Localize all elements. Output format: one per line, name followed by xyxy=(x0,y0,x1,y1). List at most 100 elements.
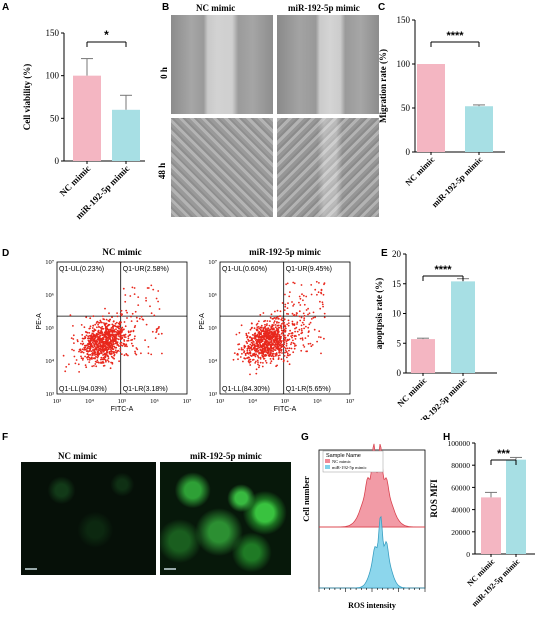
event-dot xyxy=(93,344,96,347)
event-dot xyxy=(277,327,280,329)
event-dot xyxy=(91,327,94,329)
event-dot xyxy=(98,326,100,328)
event-dot xyxy=(97,333,100,336)
y-tick-label: 10⁶ xyxy=(208,292,217,299)
significance-stars: * xyxy=(104,28,109,42)
event-dot xyxy=(263,357,266,360)
event-dot xyxy=(265,341,267,343)
event-dot xyxy=(283,318,286,321)
panel-label-g: G xyxy=(301,432,309,443)
event-dot xyxy=(109,318,111,321)
event-dot xyxy=(150,284,153,287)
event-dot xyxy=(258,366,260,369)
event-dot xyxy=(268,343,271,346)
event-dot xyxy=(132,330,135,333)
event-dot xyxy=(138,317,141,320)
event-dot xyxy=(273,328,275,331)
event-dot xyxy=(272,343,275,346)
event-dot xyxy=(312,311,315,314)
event-dot xyxy=(273,332,276,335)
panel-b-col-mir: miR-192-5p mimic xyxy=(288,3,360,13)
event-dot xyxy=(262,352,264,355)
event-dot xyxy=(72,338,75,340)
legend-swatch-nc xyxy=(325,459,330,463)
event-dot xyxy=(118,330,121,333)
event-dot xyxy=(300,324,303,327)
event-dot xyxy=(134,350,136,353)
event-dot xyxy=(295,344,297,347)
y-tick-label: 100 xyxy=(397,59,411,69)
x-tick-label: 10⁷ xyxy=(183,398,192,405)
event-dot xyxy=(84,355,86,358)
event-dot xyxy=(105,338,107,340)
event-dot xyxy=(273,322,275,324)
event-dot xyxy=(88,350,90,352)
event-dot xyxy=(127,330,130,333)
event-dot xyxy=(125,353,128,355)
event-dot xyxy=(314,316,316,319)
event-dot xyxy=(89,353,92,356)
event-dot xyxy=(135,353,138,356)
event-dot xyxy=(105,330,108,333)
event-dot xyxy=(81,337,84,340)
event-dot xyxy=(298,295,301,298)
y-tick-label: 10³ xyxy=(46,391,55,398)
event-dot xyxy=(264,335,267,338)
event-dot xyxy=(124,333,127,336)
event-dot xyxy=(260,324,263,327)
event-dot xyxy=(114,333,116,336)
event-dot xyxy=(116,343,119,345)
event-dot xyxy=(155,331,158,333)
event-dot xyxy=(301,337,304,340)
event-dot xyxy=(105,347,108,349)
event-dot xyxy=(266,329,269,331)
event-dot xyxy=(125,309,128,312)
event-dot xyxy=(123,354,126,357)
event-dot xyxy=(105,329,108,331)
event-dot xyxy=(281,343,284,346)
event-dot xyxy=(284,351,286,354)
event-dot xyxy=(103,318,105,321)
event-dot xyxy=(280,323,283,325)
event-dot xyxy=(89,317,92,320)
event-dot xyxy=(254,355,257,358)
event-dot xyxy=(318,336,320,338)
event-dot xyxy=(107,339,109,342)
event-dot xyxy=(249,328,252,331)
event-dot xyxy=(292,351,295,354)
event-dot xyxy=(93,330,95,332)
x-axis-label: FITC-A xyxy=(274,406,297,413)
event-dot xyxy=(287,334,289,337)
event-dot xyxy=(293,324,296,326)
panel-label-e: E xyxy=(381,248,388,259)
event-dot xyxy=(252,337,254,340)
event-dot xyxy=(83,349,85,351)
event-dot xyxy=(319,307,322,310)
event-dot xyxy=(73,342,75,344)
event-dot xyxy=(267,327,269,330)
event-dot xyxy=(94,336,96,338)
event-dot xyxy=(286,307,289,309)
y-tick-label: 100000 xyxy=(448,439,471,448)
event-dot xyxy=(257,326,260,328)
event-dot xyxy=(259,352,262,355)
event-dot xyxy=(291,301,293,303)
event-dot xyxy=(110,361,112,364)
event-dot xyxy=(113,354,115,357)
x-tick-label: 10⁴ xyxy=(85,398,95,405)
event-dot xyxy=(275,318,277,320)
event-dot xyxy=(84,336,87,339)
event-dot xyxy=(280,348,283,351)
event-dot xyxy=(110,328,112,331)
event-dot xyxy=(283,341,286,344)
event-dot xyxy=(302,299,304,302)
event-dot xyxy=(87,337,89,340)
scratch-photo-nc-48h xyxy=(171,118,273,217)
event-dot xyxy=(116,333,118,336)
event-dot xyxy=(243,350,246,353)
bar xyxy=(465,106,493,152)
event-dot xyxy=(257,345,260,348)
event-dot xyxy=(287,302,289,305)
event-dot xyxy=(134,335,136,338)
